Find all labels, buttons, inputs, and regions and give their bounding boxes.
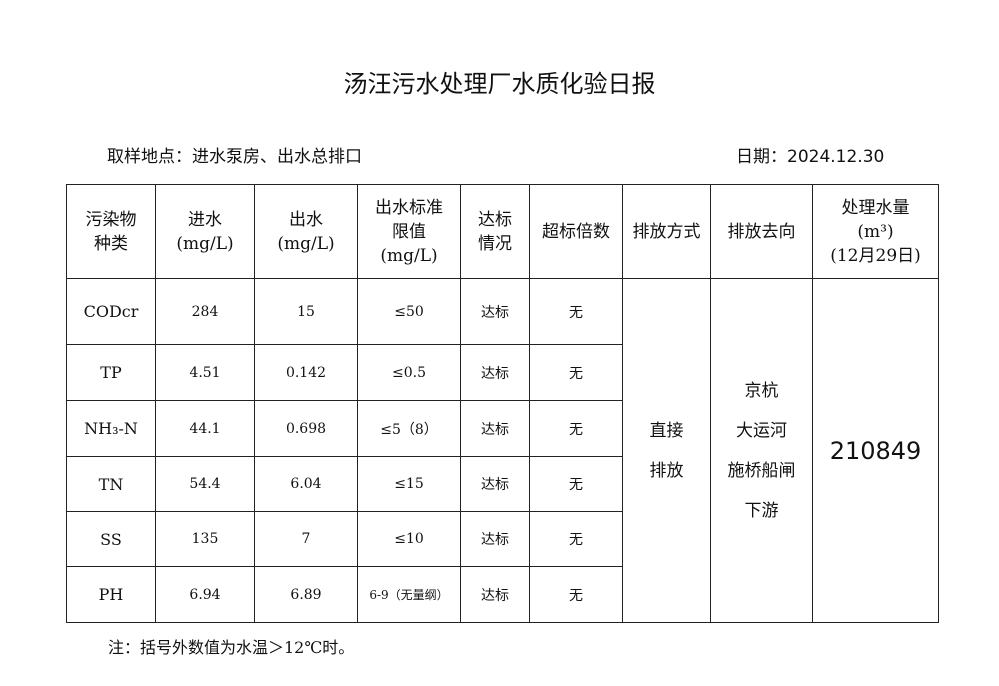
sampling-location: 取样地点：进水泵房、出水总排口	[107, 147, 362, 167]
report-date: 日期：2024.12.30	[736, 147, 885, 167]
header-status: 达标 情况	[460, 184, 530, 279]
header-exceed: 超标倍数	[529, 184, 623, 279]
table-row: TP 4.51 0.142 ≤0.5 达标 无	[66, 344, 939, 401]
header-limit: 出水标准 限值 (mg/L)	[357, 184, 461, 279]
table-row: NH₃-N 44.1 0.698 ≤5（8） 达标 无	[66, 400, 939, 457]
header-outflow: 出水 (mg/L)	[254, 184, 358, 279]
header-row: 污染物 种类 进水 (mg/L) 出水 (mg/L) 出水标准 限值 (mg/L) 达标情…	[66, 184, 939, 279]
header-inflow: 进水 (mg/L)	[155, 184, 255, 279]
water-quality-table: 污染物 种类 进水 (mg/L) 出水 (mg/L) 出水标准 限值 (mg/L) 达标情…	[66, 184, 939, 623]
footnote: 注：括号外数值为水温＞12℃时。	[108, 638, 355, 657]
header-pollutant: 污染物 种类	[66, 184, 156, 279]
treated-volume: 210849	[812, 278, 939, 623]
table-row: SS 135 7 ≤10 达标 无	[66, 511, 939, 567]
table-row: CODcr 284 15 ≤50 达标 无 直接 排放 京杭 大运河 施桥船闸 下游 2…	[66, 278, 939, 623]
table-row: TN 54.4 6.04 ≤15 达标 无	[66, 456, 939, 512]
table-row: PH 6.94 6.89 6-9（无量纲） 达标 无	[66, 566, 939, 623]
header-destination: 排放去向	[710, 184, 813, 279]
discharge-method: 直接 排放	[622, 278, 711, 623]
header-method: 排放方式	[622, 184, 711, 279]
header-volume: 处理水量 (m³) (12月29日)	[812, 184, 939, 279]
page-title: 汤汪污水处理厂水质化验日报	[343, 70, 656, 98]
discharge-destination: 京杭 大运河 施桥船闸 下游	[710, 278, 813, 623]
